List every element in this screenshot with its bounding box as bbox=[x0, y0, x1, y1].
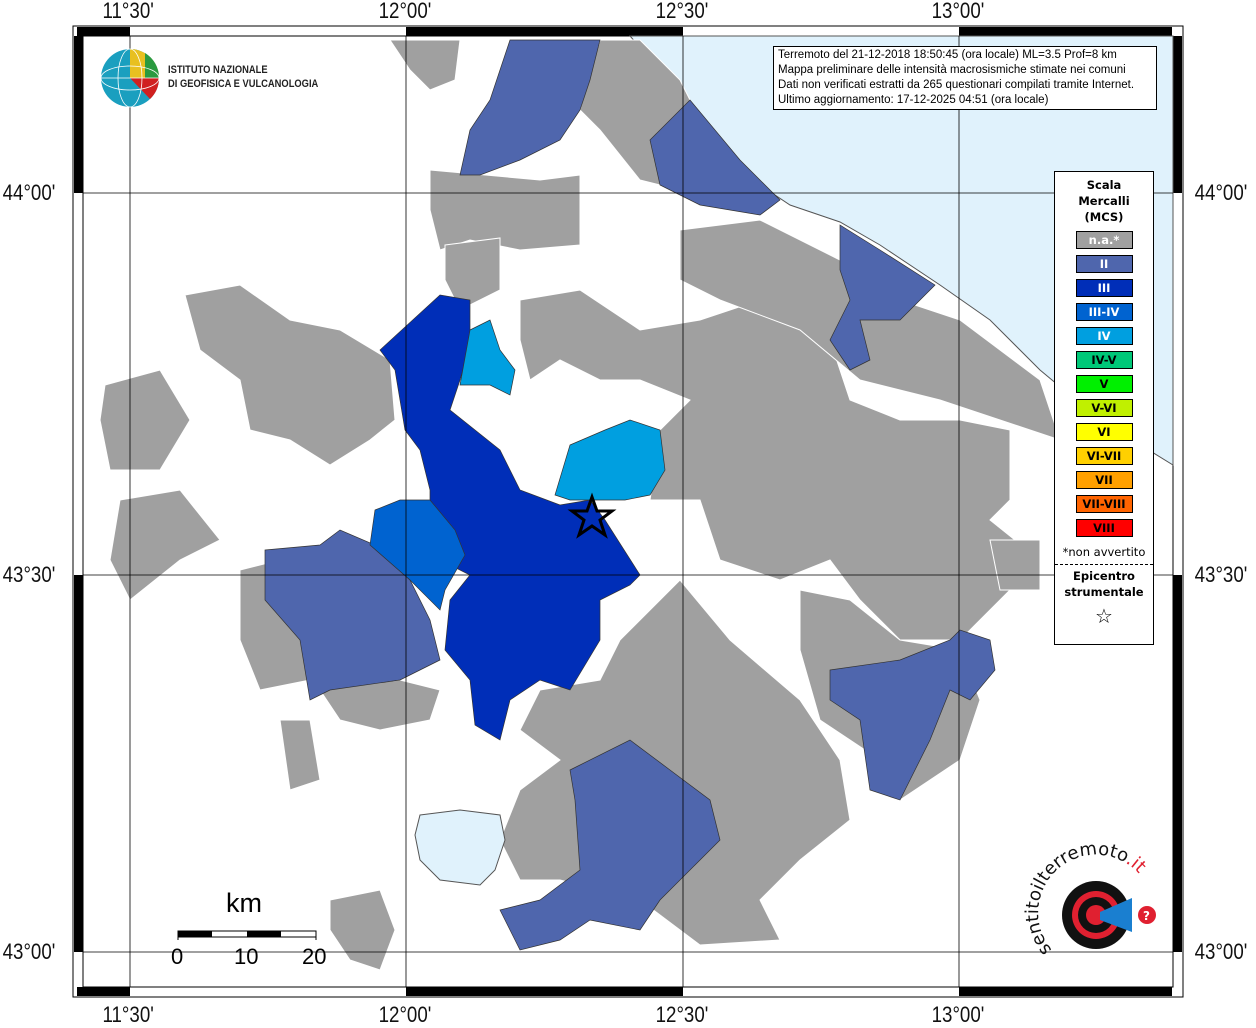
map-description: Mappa preliminare delle intensità macros… bbox=[778, 64, 1126, 76]
legend-swatch: V bbox=[1075, 375, 1133, 393]
legend-swatch: II bbox=[1075, 255, 1133, 273]
event-details: Terremoto del 21-12-2018 18:50:45 (ora l… bbox=[778, 49, 1117, 61]
star-icon: ☆ bbox=[1095, 604, 1113, 628]
scale-label: 0 bbox=[171, 944, 184, 969]
lake-trasimeno bbox=[414, 809, 506, 886]
legend-swatch: VII bbox=[1075, 471, 1133, 489]
lon-label-top: 12°00' bbox=[378, 0, 432, 23]
lat-label-left: 43°00' bbox=[2, 939, 56, 964]
lat-label-right: 44°00' bbox=[1194, 180, 1248, 205]
lat-label-right: 43°30' bbox=[1194, 562, 1248, 587]
legend-title-1: Scala bbox=[1086, 178, 1122, 192]
legend-swatch: VII-VIII bbox=[1075, 495, 1133, 513]
legend-swatch: IV-V bbox=[1075, 351, 1133, 369]
ingv-name: ISTITUTO NAZIONALE DI GEOFISICA E VULCAN… bbox=[168, 63, 318, 91]
legend-swatch: V-VI bbox=[1075, 399, 1133, 417]
epicenter-label: Epicentro strumentale bbox=[1055, 568, 1153, 600]
legend-title-3: (MCS) bbox=[1084, 210, 1124, 224]
event-info-box: Terremoto del 21-12-2018 18:50:45 (ora l… bbox=[773, 46, 1157, 110]
lon-label-bottom: 13°00' bbox=[931, 1002, 985, 1027]
epicenter-star-icon bbox=[567, 492, 617, 539]
legend-divider bbox=[1055, 564, 1153, 565]
lat-label-right: 43°00' bbox=[1194, 939, 1248, 964]
legend-title: Scala Mercalli (MCS) bbox=[1055, 177, 1153, 225]
ingv-name-line1: ISTITUTO NAZIONALE bbox=[168, 64, 268, 76]
lon-label-bottom: 12°00' bbox=[378, 1002, 432, 1027]
frame-border bbox=[74, 27, 1182, 996]
legend-note: *non avvertito bbox=[1062, 545, 1146, 559]
lon-label-bottom: 11°30' bbox=[102, 1002, 154, 1027]
epicenter-label-2: strumentale bbox=[1064, 585, 1144, 599]
scale-label: 20 bbox=[302, 944, 327, 969]
epicenter-label-1: Epicentro bbox=[1073, 569, 1135, 583]
legend-swatches: n.a.* II III III-IV IV IV-V V V-VI VI VI-VII VII VI… bbox=[1055, 231, 1153, 537]
legend-swatch: VIII bbox=[1075, 519, 1133, 537]
legend-swatch: VI-VII bbox=[1075, 447, 1133, 465]
lon-label-top: 12°30' bbox=[655, 0, 709, 23]
scale-label: 10 bbox=[234, 944, 259, 969]
intensity-iv-municipalities bbox=[459, 319, 666, 501]
intensity-ii-municipalities bbox=[264, 39, 996, 951]
lat-label-left: 43°30' bbox=[2, 562, 56, 587]
legend-swatch: III bbox=[1075, 279, 1133, 297]
graticule bbox=[83, 36, 1173, 987]
svg-text:?: ? bbox=[1143, 909, 1150, 923]
lon-label-top: 13°00' bbox=[931, 0, 985, 23]
lon-label-top: 11°30' bbox=[102, 0, 154, 23]
scale-unit: km bbox=[226, 888, 262, 918]
last-update: Ultimo aggiornamento: 17-12-2025 04:51 (… bbox=[778, 94, 1049, 106]
mcs-legend: Scala Mercalli (MCS) n.a.* II III III-IV IV I… bbox=[1054, 171, 1154, 645]
ingv-name-line2: DI GEOFISICA E VULCANOLOGIA bbox=[168, 78, 319, 90]
legend-swatch: VI bbox=[1075, 423, 1133, 441]
intensity-iii-iv-area bbox=[369, 499, 466, 611]
legend-swatch: n.a.* bbox=[1075, 231, 1133, 249]
legend-title-2: Mercalli bbox=[1078, 194, 1130, 208]
lon-label-bottom: 12°30' bbox=[655, 1002, 709, 1027]
legend-swatch: IV bbox=[1075, 327, 1133, 345]
data-source: Dati non verificati estratti da 265 ques… bbox=[778, 79, 1135, 91]
legend-swatch: III-IV bbox=[1075, 303, 1133, 321]
scale-bar bbox=[177, 930, 317, 940]
ingv-logo-icon bbox=[100, 48, 160, 108]
lat-label-left: 44°00' bbox=[2, 180, 56, 205]
